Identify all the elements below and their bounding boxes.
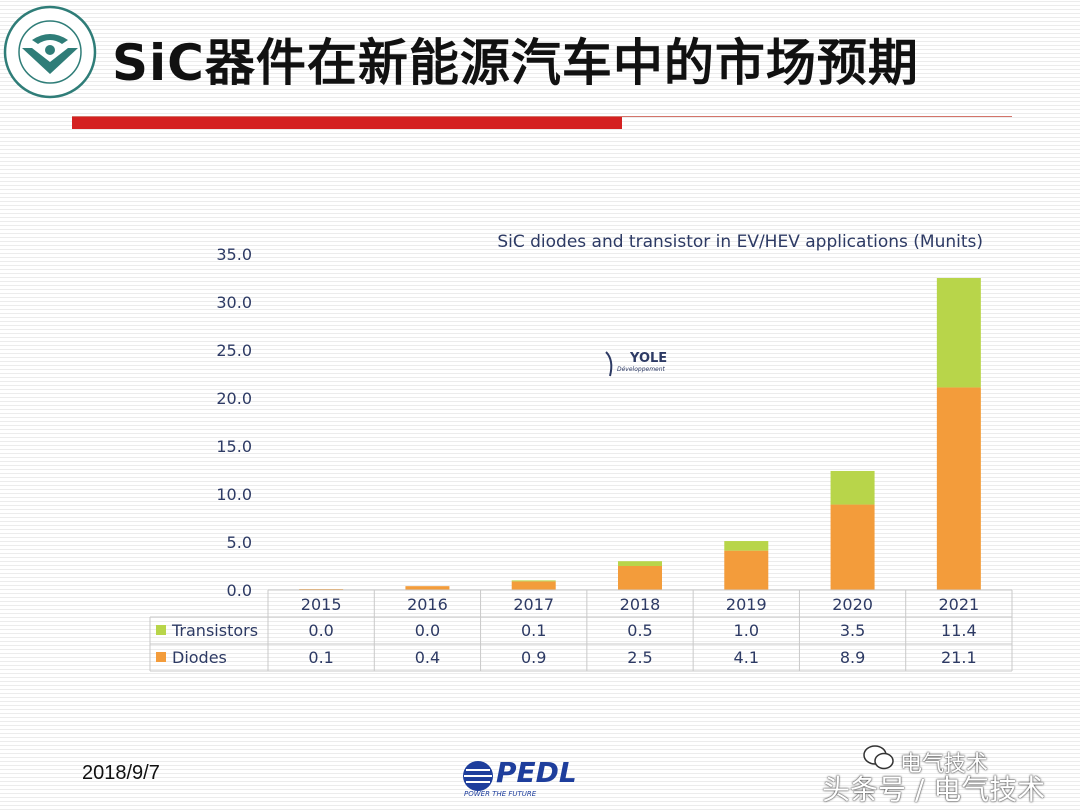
legend-label-transistors: Transistors bbox=[171, 621, 258, 640]
data-label: 0.9 bbox=[521, 648, 546, 667]
data-label: 1.0 bbox=[734, 621, 759, 640]
x-tick-label: 2017 bbox=[513, 595, 554, 614]
yole-watermark-subtext: Développement bbox=[617, 366, 666, 373]
data-label: 8.9 bbox=[840, 648, 865, 667]
bar-diodes-2020 bbox=[830, 504, 875, 590]
svg-text:POWER THE FUTURE: POWER THE FUTURE bbox=[464, 790, 537, 798]
svg-text:PEDL: PEDL bbox=[496, 756, 577, 789]
yole-watermark-text: YOLE bbox=[629, 351, 667, 366]
y-tick-label: 10.0 bbox=[216, 485, 252, 504]
chart-title: SiC diodes and transistor in EV/HEV appl… bbox=[497, 232, 983, 252]
bar-diodes-2021 bbox=[936, 387, 981, 590]
pedl-logo: PEDL POWER THE FUTURE bbox=[460, 748, 590, 798]
bar-transistors-2018 bbox=[618, 561, 662, 566]
bar-transistors-2017 bbox=[511, 580, 556, 582]
data-label: 4.1 bbox=[734, 648, 759, 667]
y-tick-label: 35.0 bbox=[216, 245, 252, 264]
bar-transistors-2021 bbox=[936, 278, 981, 388]
data-label: 21.1 bbox=[941, 648, 977, 667]
x-tick-label: 2019 bbox=[726, 595, 767, 614]
title-rule-thin bbox=[72, 116, 1012, 117]
x-tick-label: 2015 bbox=[301, 595, 342, 614]
data-label: 0.5 bbox=[627, 621, 652, 640]
legend-swatch-diodes bbox=[156, 652, 166, 662]
legend-label-diodes: Diodes bbox=[172, 648, 227, 667]
data-label: 0.1 bbox=[308, 648, 333, 667]
bar-diodes-2017 bbox=[511, 581, 556, 590]
wechat-icon bbox=[862, 744, 896, 772]
watermark-bottom: 头条号 / 电气技术 bbox=[822, 773, 1046, 806]
y-tick-label: 15.0 bbox=[216, 437, 252, 456]
bar-series bbox=[299, 278, 981, 590]
title-rule-thick bbox=[72, 117, 622, 129]
data-label: 11.4 bbox=[941, 621, 977, 640]
data-label: 0.1 bbox=[521, 621, 546, 640]
x-tick-label: 2018 bbox=[620, 595, 661, 614]
y-tick-label: 25.0 bbox=[216, 341, 252, 360]
data-label: 0.0 bbox=[308, 621, 333, 640]
bar-transistors-2019 bbox=[724, 541, 769, 551]
bar-diodes-2016 bbox=[405, 586, 450, 590]
data-label: 0.4 bbox=[415, 648, 440, 667]
y-tick-label: 30.0 bbox=[216, 293, 252, 312]
bar-diodes-2019 bbox=[724, 550, 769, 590]
y-axis: 0.0 5.0 10.0 15.0 20.0 25.0 30.0 35.0 bbox=[216, 245, 252, 600]
x-tick-label: 2016 bbox=[407, 595, 448, 614]
data-label: 2.5 bbox=[627, 648, 652, 667]
data-label: 3.5 bbox=[840, 621, 865, 640]
legend-swatch-transistors bbox=[156, 625, 166, 635]
y-tick-label: 5.0 bbox=[227, 533, 252, 552]
data-label: 0.0 bbox=[415, 621, 440, 640]
university-logo bbox=[2, 4, 98, 100]
x-tick-label: 2021 bbox=[938, 595, 979, 614]
y-tick-label: 20.0 bbox=[216, 389, 252, 408]
bar-transistors-2020 bbox=[830, 470, 875, 505]
footer-date: 2018/9/7 bbox=[82, 762, 160, 784]
y-tick-label: 0.0 bbox=[227, 581, 252, 600]
data-table: 2015 2016 2017 2018 2019 2020 2021 Transistors 0… bbox=[149, 589, 1013, 672]
bar-diodes-2018 bbox=[618, 566, 662, 590]
yole-watermark: YOLE Développement bbox=[605, 351, 667, 377]
watermark-top: 电气技术 bbox=[900, 752, 989, 777]
slide-title: SiC器件在新能源汽车中的市场预期 bbox=[112, 34, 919, 92]
x-tick-label: 2020 bbox=[832, 595, 873, 614]
